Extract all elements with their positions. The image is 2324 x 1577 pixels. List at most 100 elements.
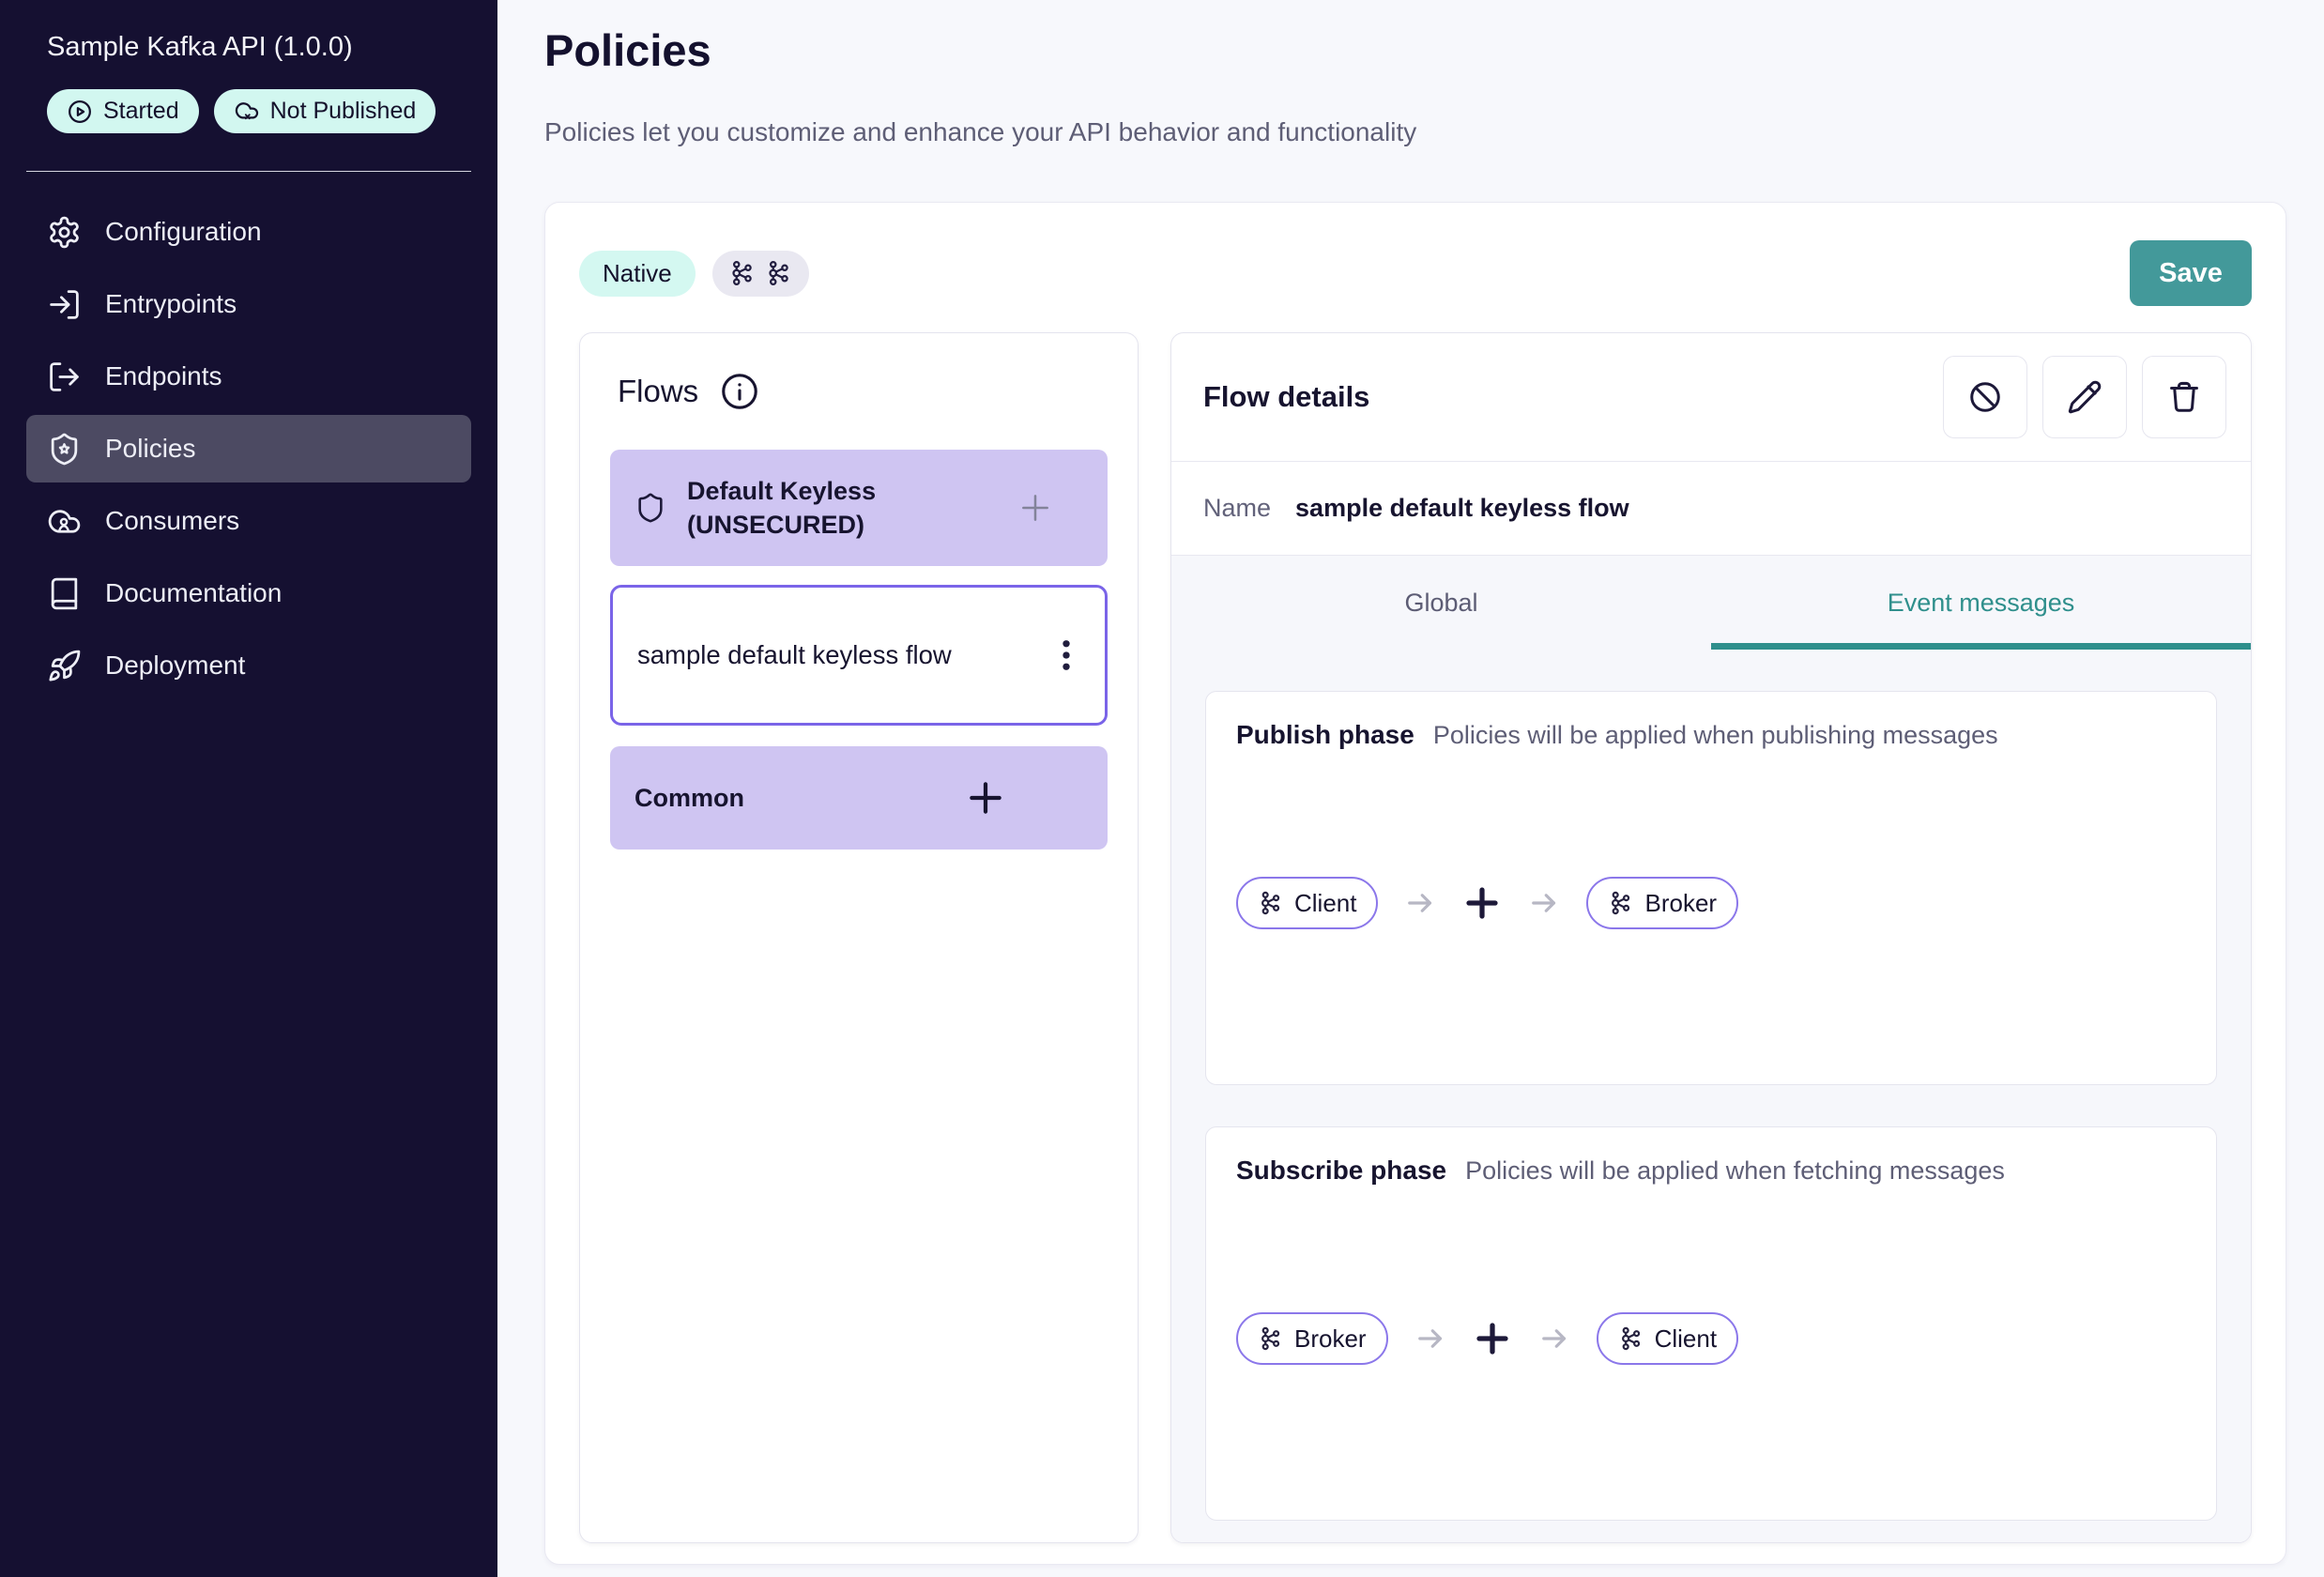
api-status-badges: Started Not Published xyxy=(47,89,471,133)
flow-item-sample-default-keyless[interactable]: sample default keyless flow xyxy=(610,585,1108,726)
add-common-flow-plus-icon[interactable] xyxy=(965,777,1006,819)
tab-label: Event messages xyxy=(1887,588,2075,617)
arrow-right-icon xyxy=(1403,886,1437,920)
flow-group-label: Common xyxy=(635,783,744,812)
sidebar-item-deployment[interactable]: Deployment xyxy=(26,632,471,699)
book-icon xyxy=(47,576,82,611)
publish-phase-card: Publish phase Policies will be applied w… xyxy=(1205,691,2217,1085)
kafka-connectors-chip xyxy=(711,250,809,297)
tab-event-messages[interactable]: Event messages xyxy=(1711,556,2251,650)
sidebar-item-label: Policies xyxy=(105,434,196,463)
policy-studio-card: Native Save Flows Default Keyless (UNSEC… xyxy=(544,202,2286,1565)
subscribe-phase-card: Subscribe phase Policies will be applied… xyxy=(1205,1126,2217,1521)
connector-label: Broker xyxy=(1294,1324,1367,1353)
sidebar: Sample Kafka API (1.0.0) Started Not Pub… xyxy=(0,0,497,1577)
add-policy-plus-icon[interactable] xyxy=(1473,1319,1512,1358)
flow-item-label: sample default keyless flow xyxy=(637,640,952,669)
status-badge-started: Started xyxy=(47,89,199,133)
sidebar-item-label: Entrypoints xyxy=(105,289,237,318)
kafka-icon xyxy=(1258,890,1284,916)
flow-details-panel: Flow details Name xyxy=(1170,332,2252,1543)
flows-header: Flows xyxy=(618,371,1108,412)
phase-header: Subscribe phase Policies will be applied… xyxy=(1236,1156,2186,1186)
entry-arrow-icon xyxy=(47,287,82,322)
gear-icon xyxy=(47,215,82,250)
flow-details-title: Flow details xyxy=(1203,380,1370,413)
trash-icon xyxy=(2166,379,2202,415)
shield-icon xyxy=(635,490,666,526)
flow-group-common: Common xyxy=(610,746,1108,850)
phase-description: Policies will be applied when fetching m… xyxy=(1465,1156,2005,1185)
sidebar-nav: Configuration Entrypoints Endpoints Poli… xyxy=(26,198,471,699)
play-circle-icon xyxy=(67,99,93,125)
arrow-right-icon xyxy=(1527,886,1561,920)
save-button[interactable]: Save xyxy=(2130,240,2252,306)
policy-chain: Broker Client xyxy=(1236,1186,2186,1492)
kafka-icon xyxy=(1258,1325,1284,1352)
page-subtitle: Policies let you customize and enhance y… xyxy=(544,117,1417,146)
studio-panels: Flows Default Keyless (UNSECURED) sample… xyxy=(579,332,2252,1543)
connector-chip-client[interactable]: Client xyxy=(1596,1312,1739,1365)
api-title: Sample Kafka API (1.0.0) xyxy=(47,32,353,62)
delete-flow-button[interactable] xyxy=(2142,356,2226,438)
arrow-right-icon xyxy=(1537,1322,1571,1355)
exit-arrow-icon xyxy=(47,360,82,394)
pencil-icon xyxy=(2067,379,2102,415)
sidebar-item-label: Configuration xyxy=(105,217,262,246)
flow-details-header: Flow details xyxy=(1171,333,2251,462)
phase-description: Policies will be applied when publishing… xyxy=(1432,721,1998,749)
sidebar-item-policies[interactable]: Policies xyxy=(26,415,471,482)
sidebar-item-consumers[interactable]: Consumers xyxy=(26,487,471,555)
connector-label: Client xyxy=(1294,888,1357,917)
policy-chain: Client Broker xyxy=(1236,750,2186,1056)
status-badge-not-published: Not Published xyxy=(213,89,436,133)
connector-chip-broker[interactable]: Broker xyxy=(1586,877,1739,929)
phase-header: Publish phase Policies will be applied w… xyxy=(1236,720,2186,750)
flow-details-body: Global Event messages Publish phase Poli… xyxy=(1171,556,2251,1542)
flow-group-default-keyless: Default Keyless (UNSECURED) xyxy=(610,450,1108,566)
arrow-right-icon xyxy=(1414,1322,1447,1355)
phase-title: Publish phase xyxy=(1236,720,1414,749)
rocket-icon xyxy=(47,649,82,683)
sidebar-item-label: Consumers xyxy=(105,506,240,535)
cloud-x-icon xyxy=(234,99,260,125)
main-content: Policies Policies let you customize and … xyxy=(497,0,2324,1577)
info-icon[interactable] xyxy=(719,371,760,412)
flows-panel: Flows Default Keyless (UNSECURED) sample… xyxy=(579,332,1139,1543)
sidebar-item-documentation[interactable]: Documentation xyxy=(26,559,471,627)
tab-global[interactable]: Global xyxy=(1171,556,1711,650)
kafka-icon xyxy=(728,259,757,287)
kafka-icon xyxy=(1618,1325,1644,1352)
studio-toolbar: Native Save xyxy=(579,240,2252,306)
native-badge: Native xyxy=(579,250,696,297)
sidebar-item-label: Endpoints xyxy=(105,361,222,390)
edit-flow-button[interactable] xyxy=(2042,356,2127,438)
connector-chip-client[interactable]: Client xyxy=(1236,877,1379,929)
sidebar-item-configuration[interactable]: Configuration xyxy=(26,198,471,266)
flow-group-label: Default Keyless (UNSECURED) xyxy=(687,476,877,539)
flow-name-label: Name xyxy=(1203,494,1272,522)
page-title: Policies xyxy=(544,25,711,75)
flow-actions xyxy=(1943,356,2226,438)
sidebar-item-endpoints[interactable]: Endpoints xyxy=(26,343,471,410)
status-badge-label: Started xyxy=(103,98,179,124)
flow-tabs: Global Event messages xyxy=(1171,556,2251,650)
connector-chip-broker[interactable]: Broker xyxy=(1236,1312,1388,1365)
kafka-icon xyxy=(765,259,793,287)
ban-icon xyxy=(1967,379,2003,415)
cloud-user-icon xyxy=(47,504,82,539)
shield-star-icon xyxy=(47,432,82,467)
tab-label: Global xyxy=(1404,588,1478,617)
flow-name-row: Name sample default keyless flow xyxy=(1171,462,2251,556)
add-policy-plus-icon[interactable] xyxy=(1462,883,1502,923)
kafka-icon xyxy=(1608,890,1634,916)
flow-name-value: sample default keyless flow xyxy=(1295,494,1629,522)
disable-flow-button[interactable] xyxy=(1943,356,2027,438)
phase-title: Subscribe phase xyxy=(1236,1156,1447,1185)
sidebar-divider xyxy=(26,171,471,172)
connector-label: Broker xyxy=(1644,888,1718,917)
sidebar-item-label: Documentation xyxy=(105,578,283,607)
add-flow-plus-icon[interactable] xyxy=(1017,490,1053,526)
kebab-menu-icon[interactable] xyxy=(1047,635,1086,675)
sidebar-item-entrypoints[interactable]: Entrypoints xyxy=(26,270,471,338)
